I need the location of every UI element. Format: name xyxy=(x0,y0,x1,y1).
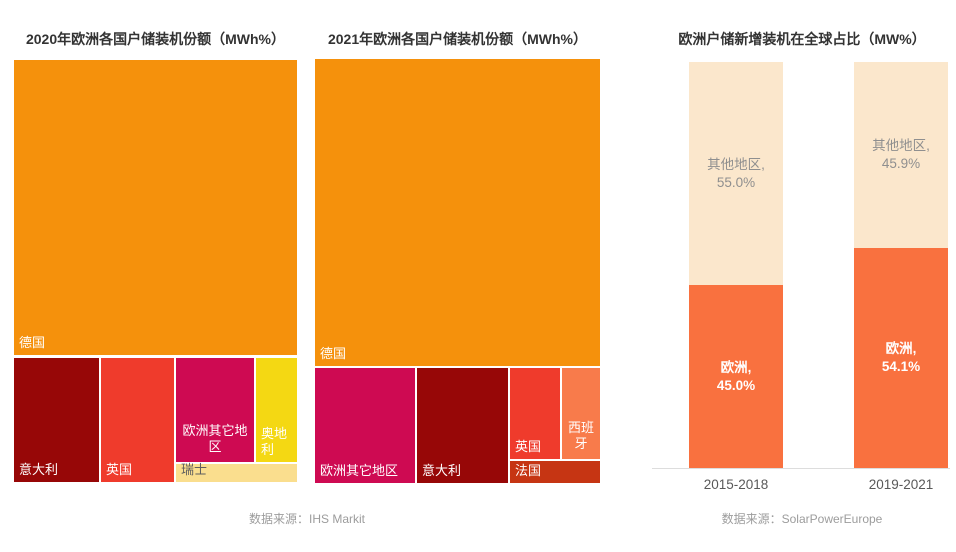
treemap-tile-label: 法国 xyxy=(515,463,542,478)
bar-segment-europe: 欧洲, 54.1% xyxy=(854,248,948,468)
x-axis-category-label: 2015-2018 xyxy=(703,477,769,492)
treemap-tile-label: 欧洲其它地区 xyxy=(182,423,248,454)
treemap-tile-label: 英国 xyxy=(106,462,133,477)
bar-segment-other-regions: 其他地区, 55.0% xyxy=(689,62,783,285)
treemap-tile-uk: 英国 xyxy=(510,368,560,459)
bar-segment-label: 其他地区, 45.9% xyxy=(872,138,930,171)
bar-segment-label: 欧洲, 54.1% xyxy=(881,341,921,374)
bar-segment-europe: 欧洲, 45.0% xyxy=(689,285,783,468)
bar-segment-label: 其他地区, 55.0% xyxy=(707,156,765,190)
treemap-tile-germany: 德国 xyxy=(14,60,297,355)
stacked-bar-2019-2021: 其他地区, 45.9% 欧洲, 54.1% xyxy=(854,62,948,468)
treemap-tile-label: 英国 xyxy=(515,439,542,454)
stacked-bar-2015-2018: 其他地区, 55.0% 欧洲, 45.0% xyxy=(689,62,783,468)
chart-title-2020-treemap: 2020年欧洲各国户储装机份额（MWh%） xyxy=(25,31,286,47)
treemap-tile-spain: 西班牙 xyxy=(562,368,600,459)
treemap-2020: 德国意大利 英国 欧洲其它地区 奥地利瑞士 xyxy=(14,60,297,482)
treemap-tile-italy: 意大利 xyxy=(14,358,99,482)
treemap-tile-austria: 奥地利 xyxy=(256,358,297,462)
treemap-tile-other-europe: 欧洲其它地区 xyxy=(315,368,415,483)
treemap-tile-label: 德国 xyxy=(320,346,347,361)
data-source-left: 数据来源：IHS Markit xyxy=(248,512,365,526)
treemap-tile-label: 意大利 xyxy=(422,463,462,478)
data-source-right: 数据来源：SolarPowerEurope xyxy=(721,512,883,526)
treemap-tile-uk: 英国 xyxy=(101,358,174,482)
bar-segment-label: 欧洲, 45.0% xyxy=(716,359,756,393)
treemap-tile-france: 法国 xyxy=(510,461,600,483)
x-axis-category-label: 2019-2021 xyxy=(868,477,934,492)
treemap-tile-label: 欧洲其它地区 xyxy=(320,463,399,478)
treemap-tile-label: 西班牙 xyxy=(567,420,594,451)
treemap-tile-label: 意大利 xyxy=(19,462,59,477)
chart-title-2021-treemap: 2021年欧洲各国户储装机份额（MWh%） xyxy=(327,31,588,47)
treemap-tile-italy: 意大利 xyxy=(417,368,508,483)
treemap-tile-germany: 德国 xyxy=(315,59,600,366)
treemap-tile-label: 德国 xyxy=(19,335,46,350)
chart-title-global-share-bar: 欧洲户储新增装机在全球占比（MW%） xyxy=(678,31,926,47)
bar-segment-other-regions: 其他地区, 45.9% xyxy=(854,62,948,248)
bar-chart-plot-area: 其他地区, 55.0% 欧洲, 45.0% 2015-2018 其他地区, 45.9% 欧洲,… xyxy=(652,62,950,492)
treemap-2021: 德国欧洲其它地区 意大利 英国 西班牙法国 xyxy=(315,59,600,483)
x-axis-line xyxy=(652,468,950,469)
treemap-tile-switzerland: 瑞士 xyxy=(176,462,297,482)
treemap-tile-label: 奥地利 xyxy=(261,426,288,457)
treemap-tile-other-europe: 欧洲其它地区 xyxy=(176,358,254,462)
treemap-tile-label: 瑞士 xyxy=(181,462,208,477)
